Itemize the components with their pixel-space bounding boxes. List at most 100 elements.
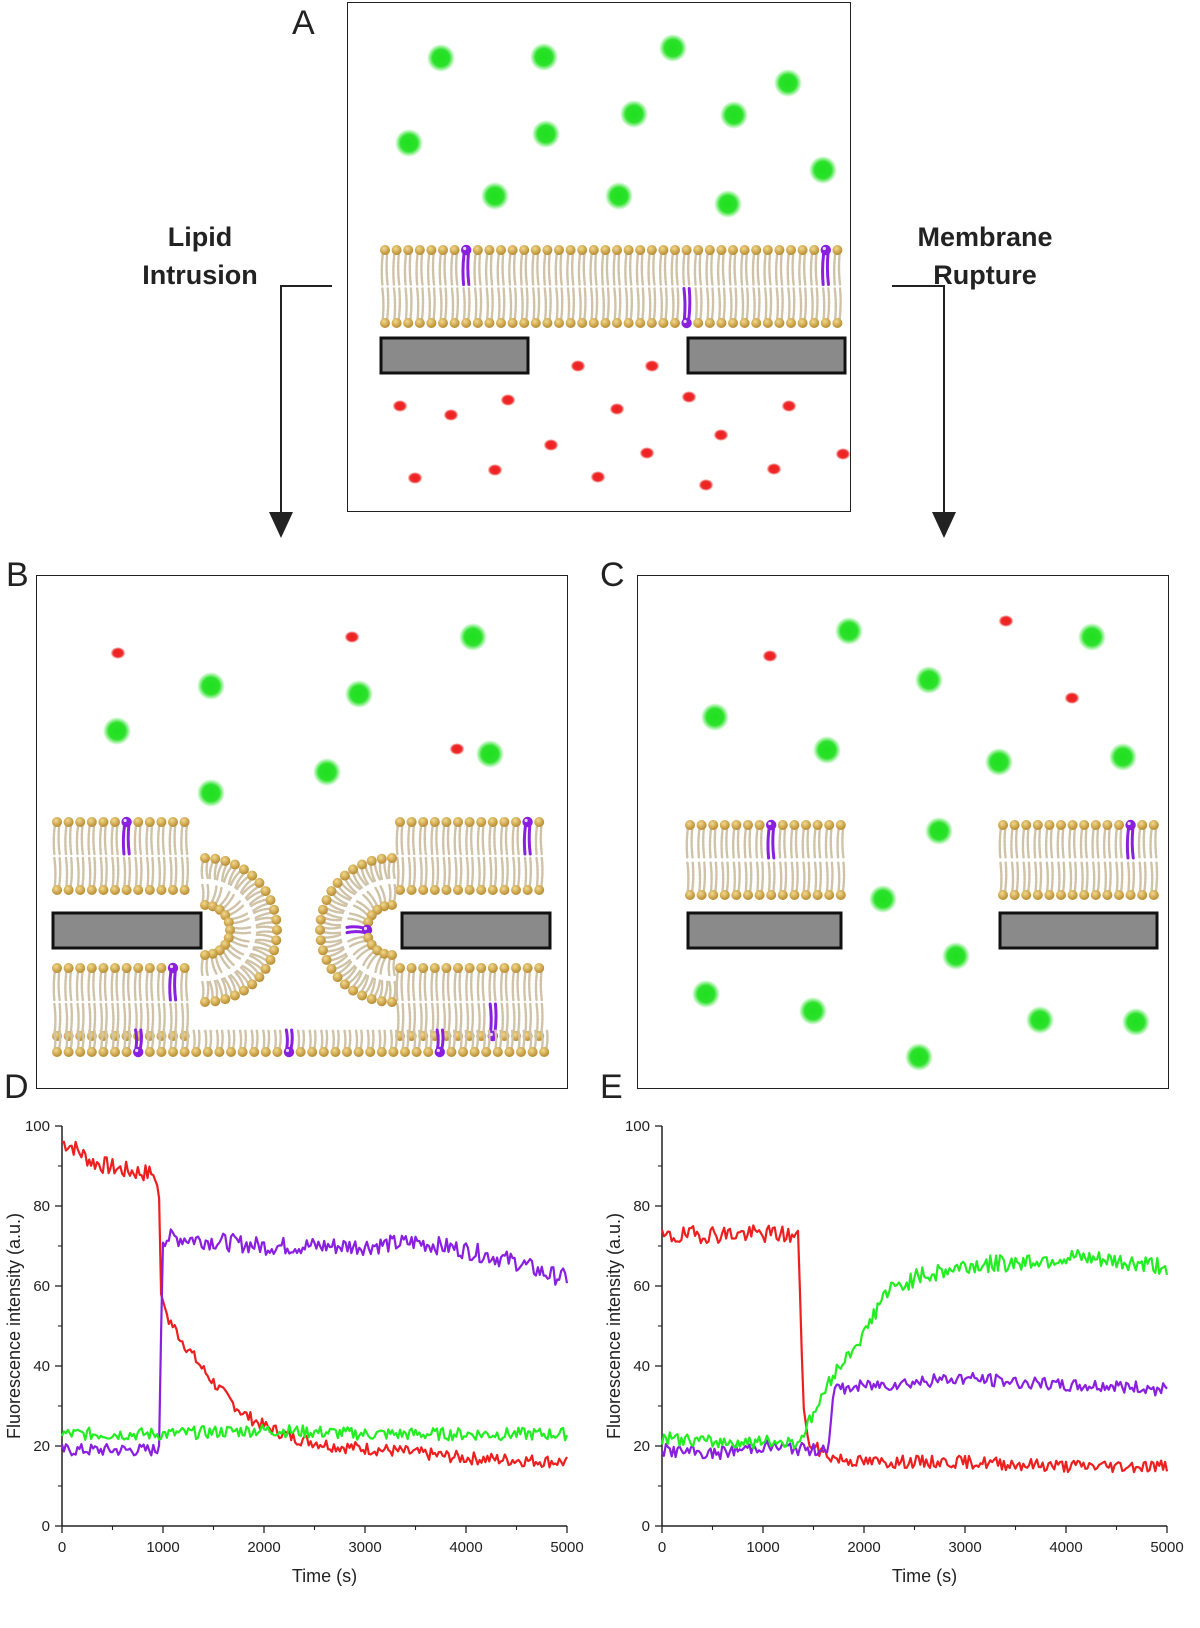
- green-dye-particle: [720, 101, 748, 129]
- x-tick-label: 0: [58, 1539, 66, 1556]
- x-tick-label: 3000: [948, 1539, 981, 1556]
- red-dye-particle: [392, 400, 408, 412]
- d-series-line: [60, 1423, 569, 1442]
- green-dye-particle: [714, 190, 742, 218]
- red-dye-particle: [1064, 692, 1080, 704]
- panel-label-d: D: [4, 1068, 29, 1106]
- green-dye-particle: [459, 623, 487, 651]
- membrane-rupture-label: Membrane Rupture: [890, 218, 1080, 294]
- x-tick-label: 2000: [847, 1539, 880, 1556]
- x-tick-label: 2000: [247, 1539, 280, 1556]
- lipid-bilayer: [395, 963, 545, 1042]
- x-axis-title: Time (s): [892, 1566, 957, 1586]
- green-dye-particle: [197, 672, 225, 700]
- lipid-bilayer: [685, 819, 846, 900]
- green-dye-particle: [942, 942, 970, 970]
- d-series-line: [60, 1228, 569, 1457]
- x-tick-label: 1000: [746, 1539, 779, 1556]
- red-dye-particle: [644, 360, 660, 372]
- curved-lipid-cap: [315, 853, 397, 1007]
- green-dye-particle: [620, 100, 648, 128]
- lipid-bilayer: [998, 819, 1159, 900]
- x-axis-title: Time (s): [292, 1566, 357, 1586]
- x-tick-label: 5000: [550, 1539, 583, 1556]
- panel-label-b: B: [6, 556, 29, 594]
- red-dye-particle: [609, 403, 625, 415]
- panel-label-c: C: [600, 556, 625, 594]
- green-dye-particle: [476, 740, 504, 768]
- red-dye-particle: [835, 448, 851, 460]
- red-dye-particle: [766, 463, 782, 475]
- panel-a-box: [347, 2, 851, 512]
- arrowhead-right-icon: [932, 512, 956, 538]
- lipid-bilayer: [395, 816, 545, 895]
- green-dye-particle: [605, 182, 633, 210]
- red-dye-particle: [590, 471, 606, 483]
- green-dye-particle: [774, 69, 802, 97]
- substrate-c-right: [998, 911, 1159, 950]
- x-tick-label: 3000: [348, 1539, 381, 1556]
- y-tick-label: 100: [625, 1118, 650, 1135]
- x-tick-label: 4000: [449, 1539, 482, 1556]
- e-series-line: [660, 1224, 1169, 1474]
- e-series-line: [660, 1249, 1169, 1450]
- red-dye-particle: [543, 439, 559, 451]
- green-dye-particle: [701, 703, 729, 731]
- red-dye-particle: [998, 615, 1014, 627]
- red-dye-particle: [781, 400, 797, 412]
- substrate-b-left: [51, 911, 203, 950]
- green-dye-particle: [925, 817, 953, 845]
- green-dye-particle: [915, 666, 943, 694]
- x-tick-label: 4000: [1049, 1539, 1082, 1556]
- membrane-rupture-line2: Rupture: [933, 260, 1037, 290]
- d-series-line: [61, 1140, 568, 1469]
- substrate-a-left: [379, 336, 530, 375]
- lipid-monolayer: [52, 1028, 550, 1058]
- panel-label-e: E: [600, 1068, 623, 1106]
- panel-label-a: A: [292, 4, 315, 42]
- green-dye-particle: [799, 997, 827, 1025]
- substrate-c-left: [686, 911, 843, 950]
- chart-d: 0 1000 2000 3000 4000 5000 0 20 40 60 80 100 Time (s…: [4, 1118, 584, 1586]
- red-dye-particle: [762, 650, 778, 662]
- curved-lipid-cap: [200, 853, 282, 1007]
- green-dye-particle: [869, 885, 897, 913]
- lipid-intrusion-line2: Intrusion: [142, 260, 258, 290]
- red-dye-particle: [639, 447, 655, 459]
- lipid-bilayer: [380, 244, 843, 329]
- red-dye-particle: [110, 647, 126, 659]
- red-dye-particle: [344, 631, 360, 643]
- e-series-line: [660, 1371, 1168, 1461]
- green-dye-particle: [659, 34, 687, 62]
- green-dye-particle: [1122, 1008, 1150, 1036]
- y-tick-label: 20: [633, 1438, 650, 1455]
- red-dye-particle: [500, 394, 516, 406]
- lipid-intrusion-label: Lipid Intrusion: [120, 218, 280, 294]
- y-axis-title: Fluorescence intensity (a.u.): [604, 1213, 624, 1439]
- green-dye-particle: [1026, 1006, 1054, 1034]
- green-dye-particle: [313, 758, 341, 786]
- substrate-a-right: [686, 336, 847, 375]
- red-dye-particle: [713, 429, 729, 441]
- red-dye-particle: [570, 360, 586, 372]
- y-tick-label: 40: [633, 1358, 650, 1375]
- red-dye-particle: [407, 472, 423, 484]
- x-tick-label: 0: [658, 1539, 666, 1556]
- membrane-rupture-line1: Membrane: [917, 222, 1053, 252]
- green-dye-particle: [905, 1043, 933, 1071]
- y-tick-label: 40: [33, 1358, 50, 1375]
- chart-e: 0 1000 2000 3000 4000 5000 0 20 40 60 80 100 Time (s…: [604, 1118, 1184, 1586]
- red-dye-particle: [449, 743, 465, 755]
- green-dye-particle: [530, 43, 558, 71]
- y-tick-label: 60: [633, 1278, 650, 1295]
- green-dye-particle: [395, 129, 423, 157]
- y-tick-label: 100: [25, 1118, 50, 1135]
- red-dye-particle: [681, 391, 697, 403]
- lipid-bilayer: [52, 816, 190, 895]
- red-dye-particle: [443, 409, 459, 421]
- green-dye-particle: [532, 120, 560, 148]
- green-dye-particle: [197, 779, 225, 807]
- y-tick-label: 0: [642, 1518, 650, 1535]
- y-tick-label: 20: [33, 1438, 50, 1455]
